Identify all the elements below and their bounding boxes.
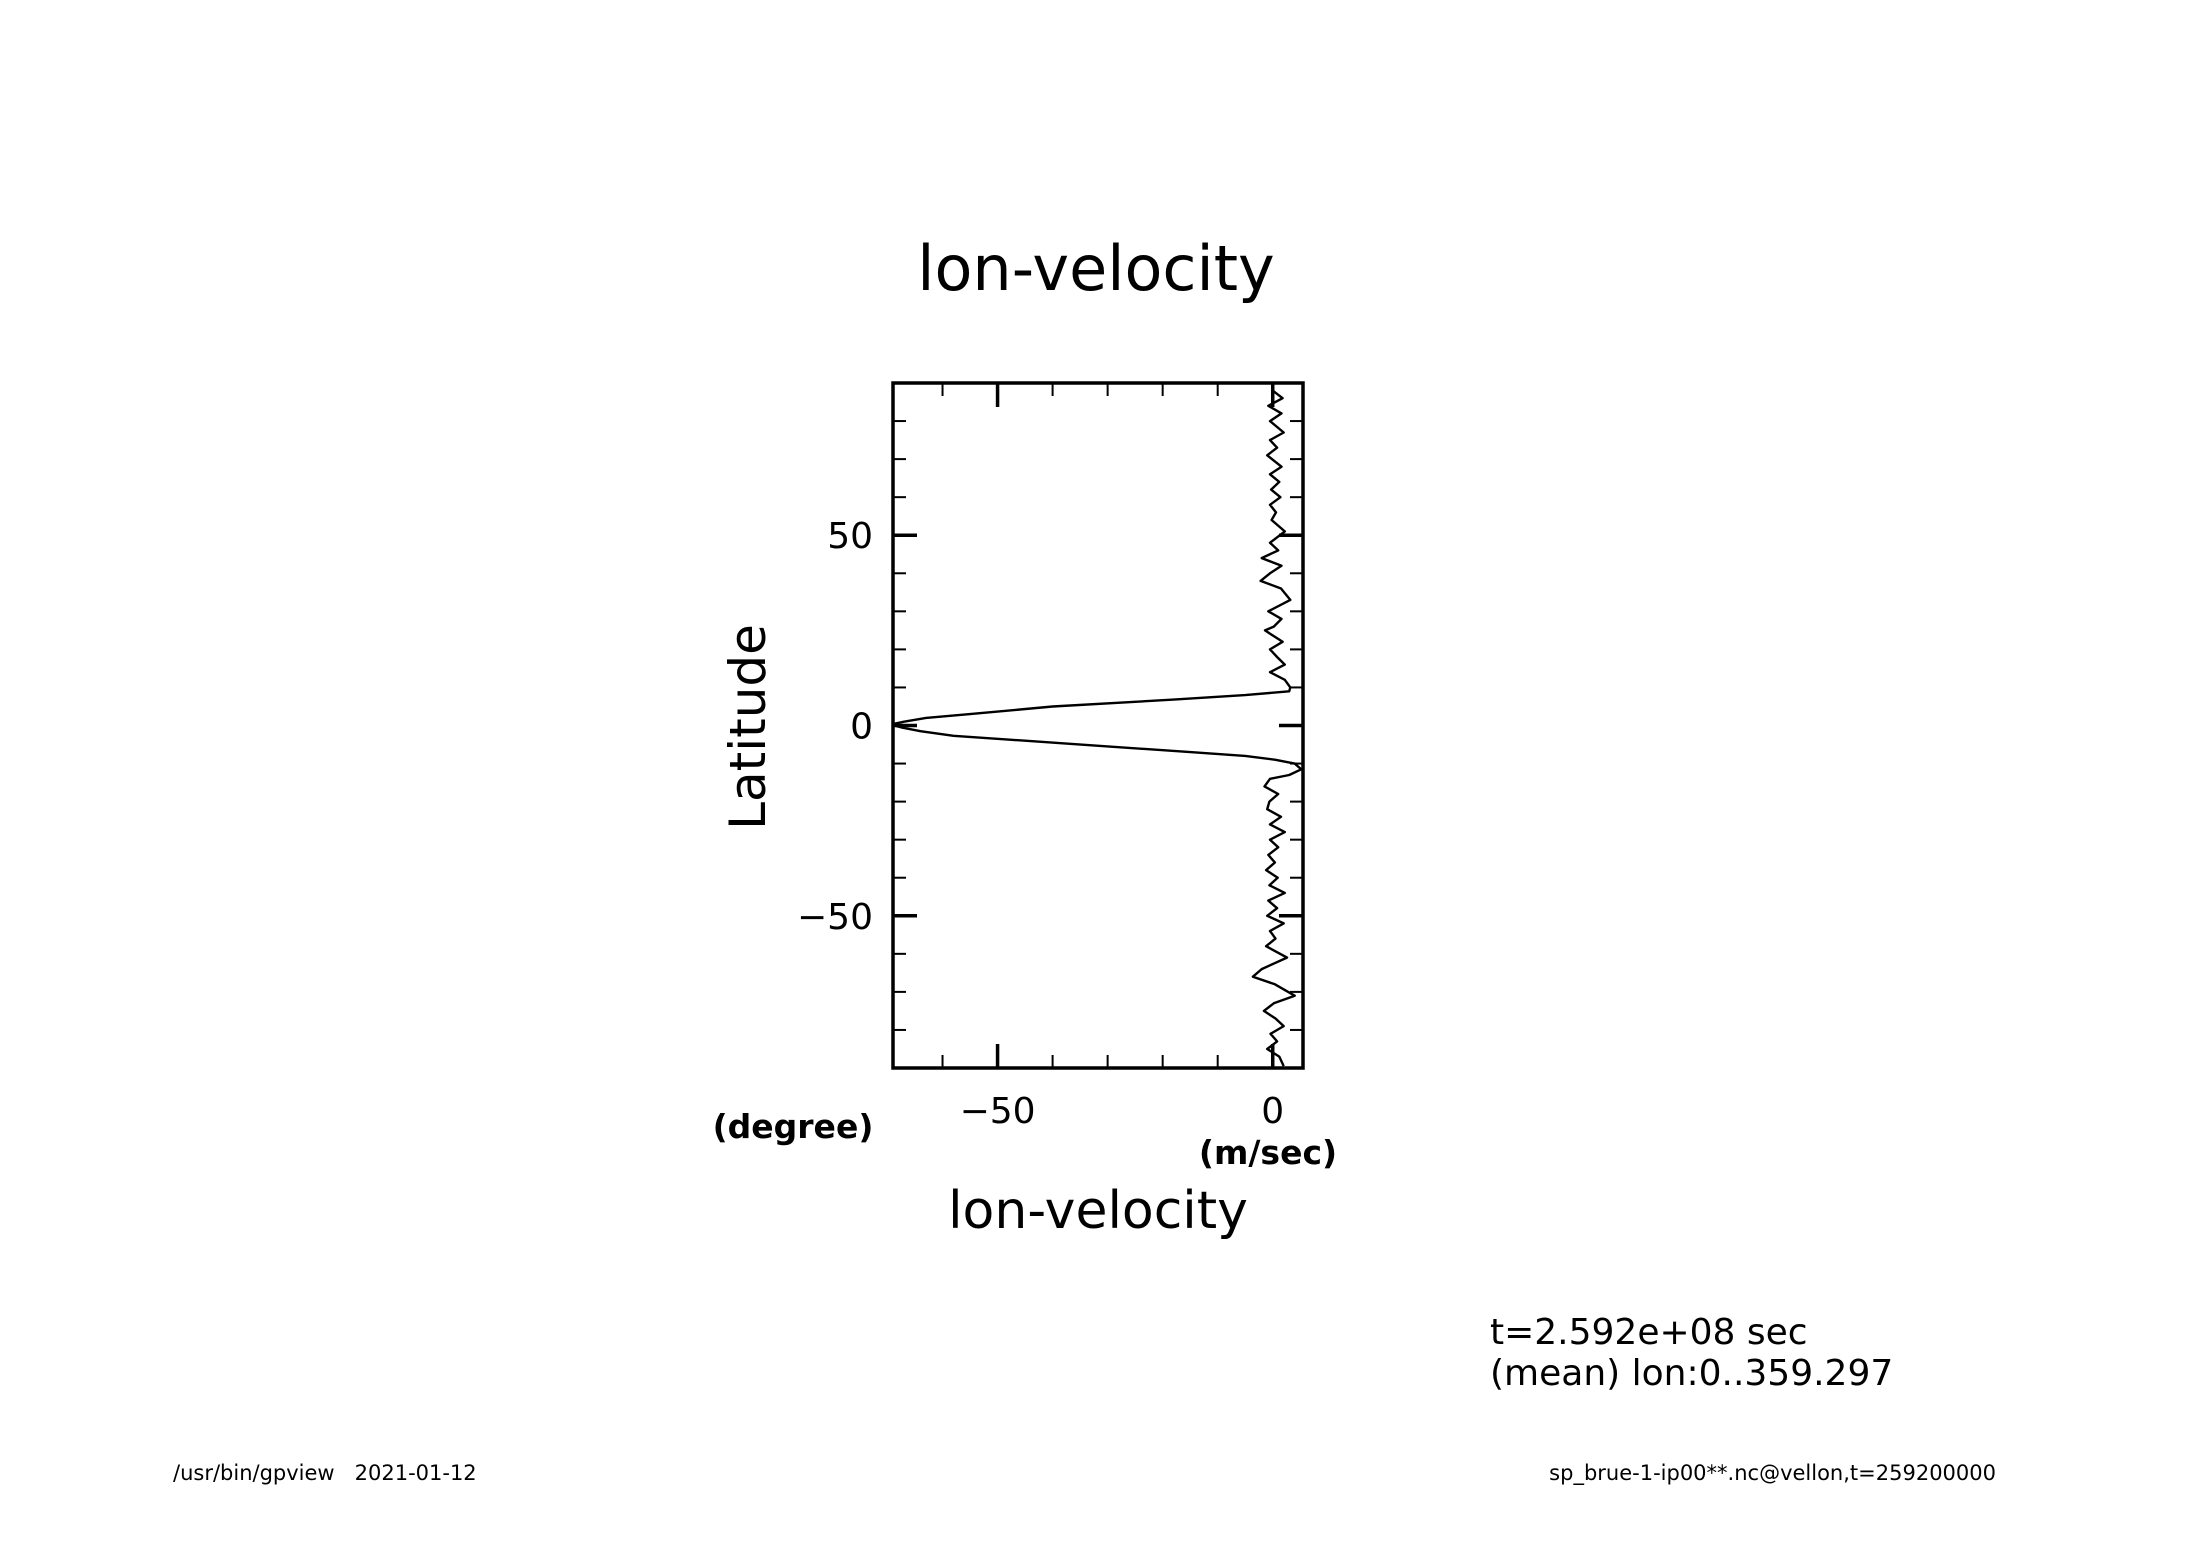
plot-frame xyxy=(891,381,1305,1070)
axis-ticks xyxy=(893,382,1303,1069)
footer-left: /usr/bin/gpview 2021-01-12 xyxy=(173,1461,477,1485)
y-tick-label: 50 xyxy=(827,516,873,557)
mean-annotation: (mean) lon:0..359.297 xyxy=(1490,1353,1893,1394)
y-axis-unit: (degree) xyxy=(713,1107,874,1146)
y-tick-label: 0 xyxy=(850,707,873,748)
plot-area: −50 0 −50 0 50 xyxy=(797,381,1305,1132)
footer-right: sp_brue-1-ip00**.nc@vellon,t=259200000 xyxy=(1549,1461,1996,1486)
y-axis-title: Latitude xyxy=(719,624,777,830)
x-tick-label: 0 xyxy=(1261,1091,1284,1132)
tick-labels: −50 0 −50 0 50 xyxy=(797,516,1284,1132)
series-line xyxy=(892,389,1303,1067)
x-tick-label: −50 xyxy=(960,1091,1036,1132)
time-annotation: t=2.592e+08 sec xyxy=(1490,1312,1808,1353)
x-axis-title: lon-velocity xyxy=(948,1181,1248,1241)
chart-title: lon-velocity xyxy=(917,232,1274,305)
x-axis-unit: (m/sec) xyxy=(1199,1133,1337,1172)
y-tick-label: −50 xyxy=(797,897,873,938)
